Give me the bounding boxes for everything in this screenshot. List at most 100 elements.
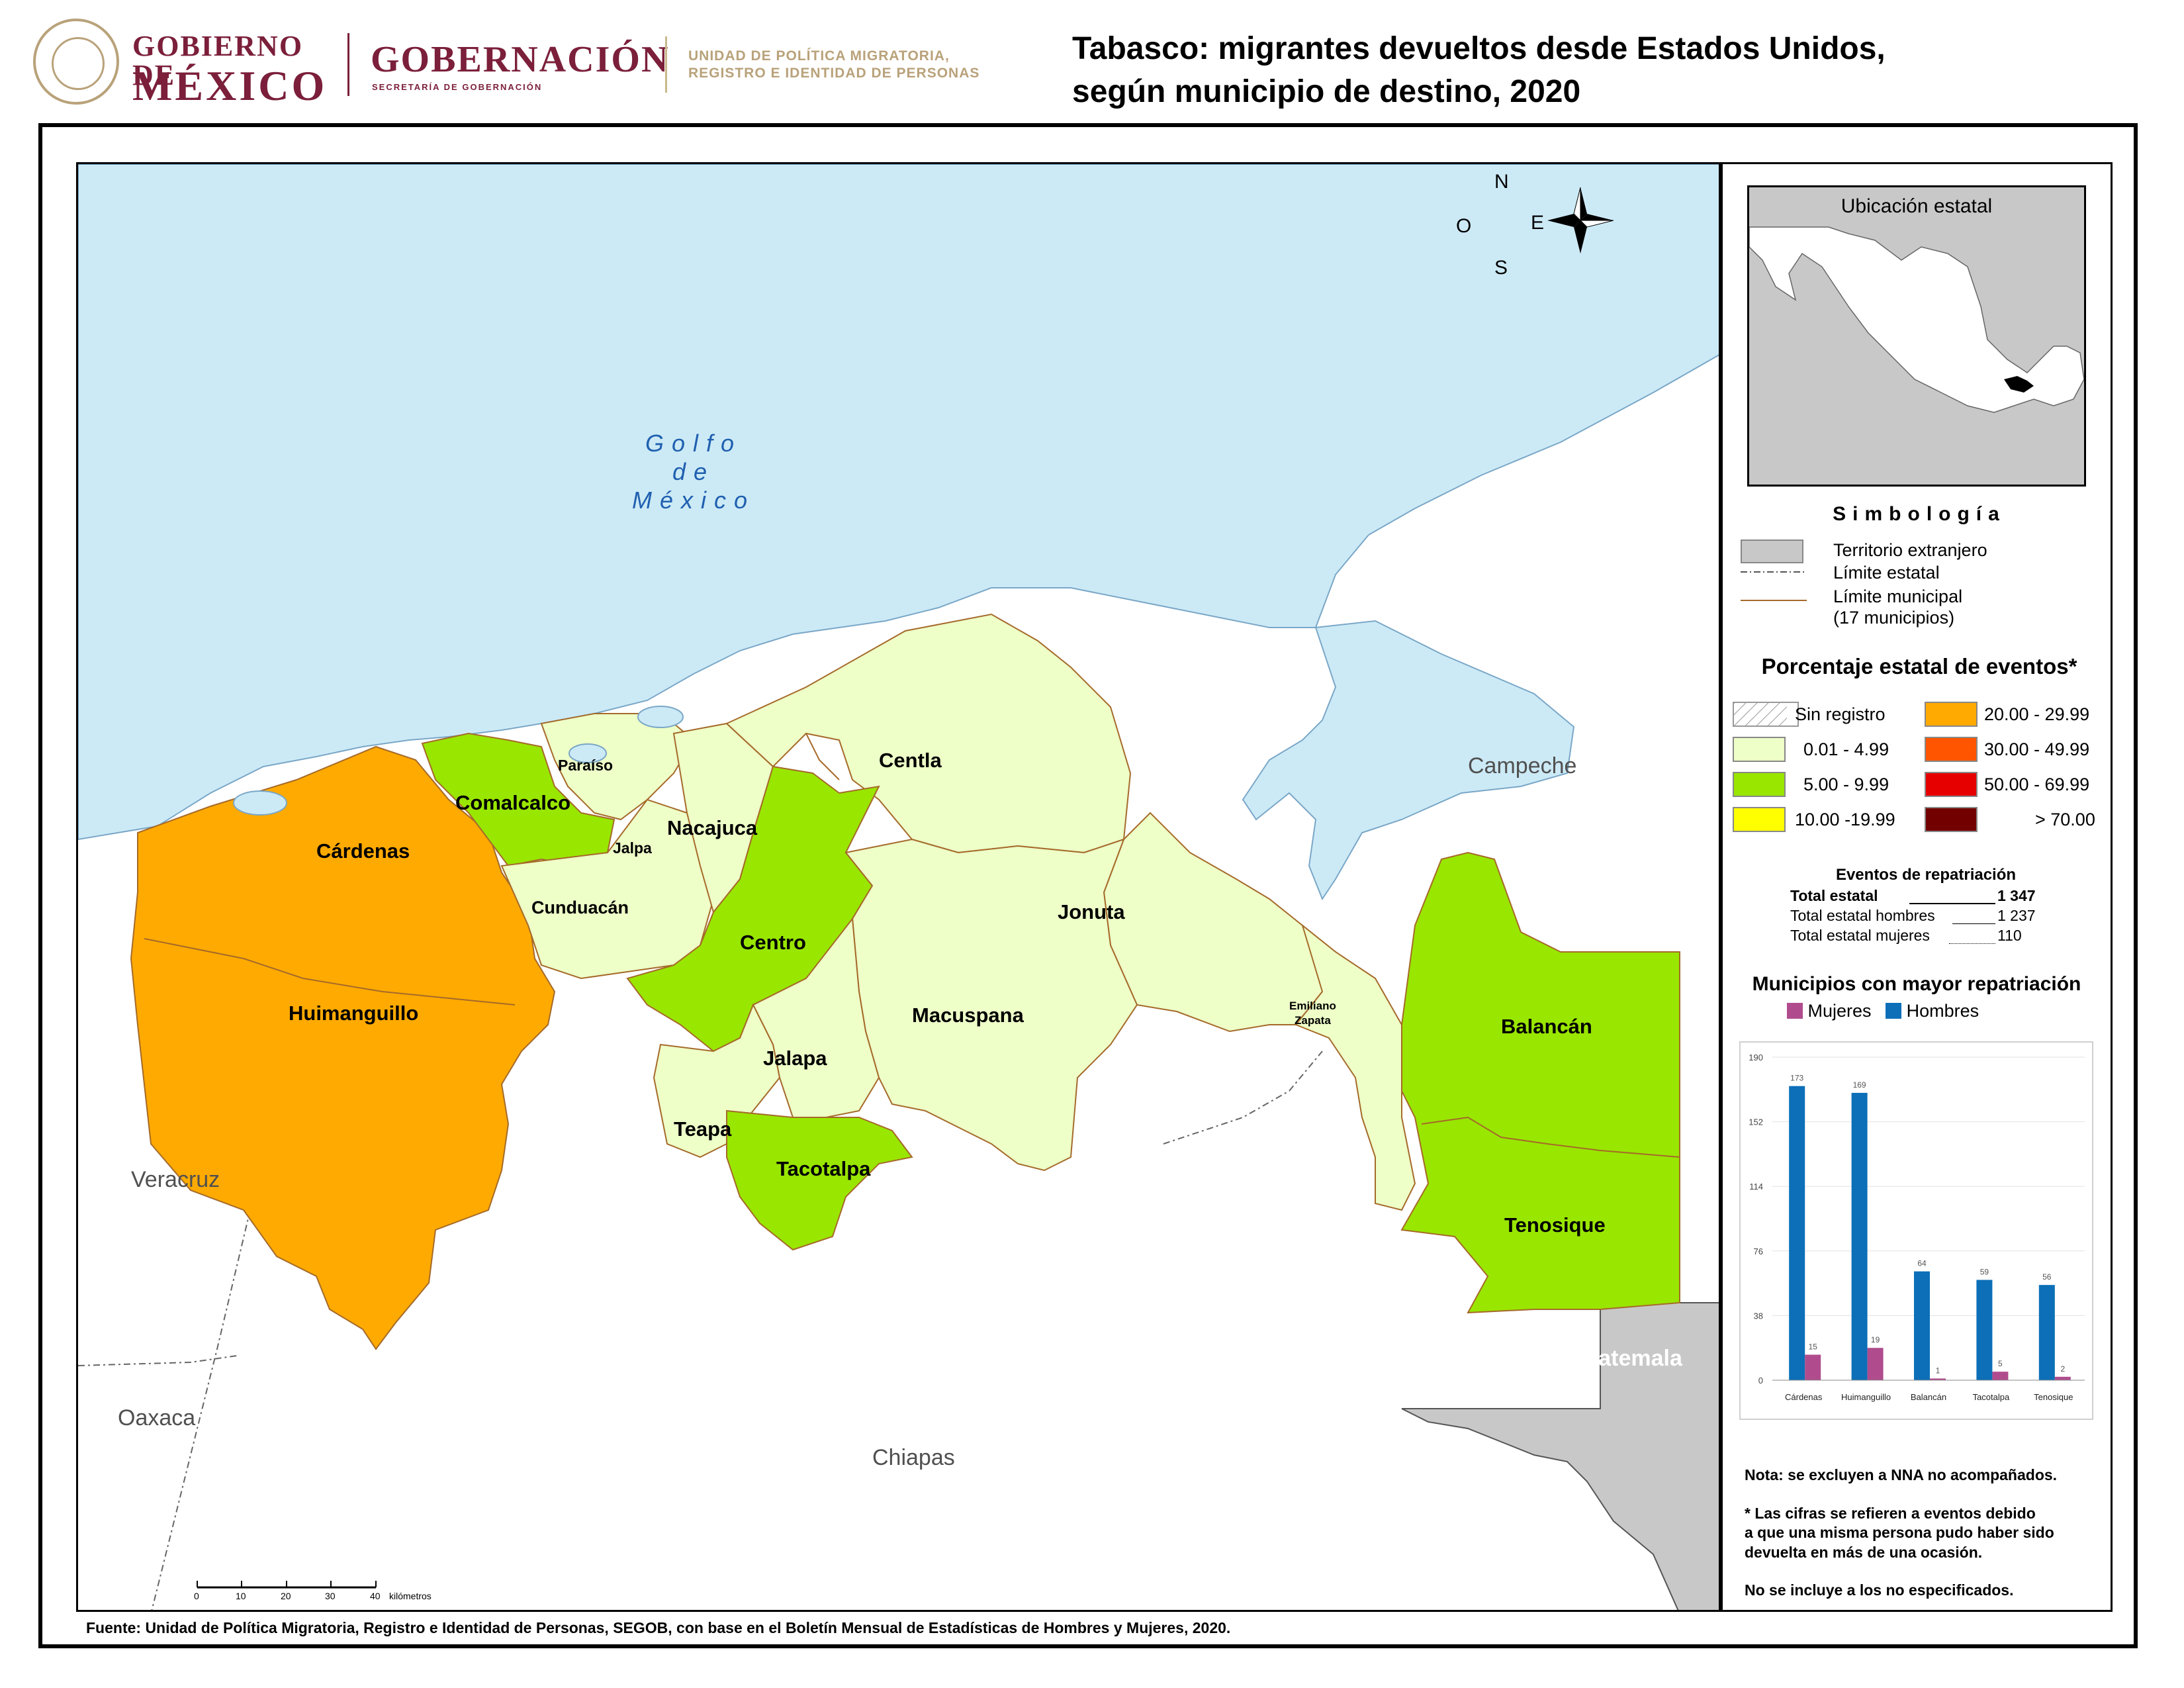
x-tick-label: Tenosique [2034,1392,2073,1402]
label-centla: Centla [879,749,942,772]
label-paraiso: Paraíso [558,757,614,774]
chart-box: 0 38 76 114 152 190 173 15 Cárdenas 169 19 Huimangu… [1739,1041,2093,1420]
bar-mujeres [2054,1376,2071,1380]
coastal-lagoon [637,706,684,728]
chart-title: Municipios con mayor repatriación [1752,973,2081,995]
foreign-swatch [1741,539,1803,563]
class-label: 30.00 - 49.99 [1984,739,2090,759]
class-label: Sin registro [1795,704,1886,724]
municipality-teapa [653,1003,781,1158]
data-label-hombres: 64 [1917,1259,1927,1268]
label-chiapas: Chiapas [872,1445,955,1470]
muni-limit-swatch [1741,600,1807,601]
side-panel [1721,162,2113,1612]
municipality-jalpa-cunduacan [500,798,715,980]
bar-hombres [1789,1086,1805,1380]
class-label: 0.01 - 4.99 [1803,739,1889,759]
muni-line [1421,1116,1680,1158]
inset-title: Ubicación estatal [1841,195,1993,217]
legend-foreign: Territorio extranjero [1833,540,1987,560]
class-swatch-20-30 [1925,702,1978,727]
state-limit-swatch [1741,571,1807,573]
coastal-lagoon [569,743,607,763]
gobernacion-logo: GOBERNACIÓN [371,39,670,80]
municipality-jonuta [1103,812,1337,1033]
bar-hombres [1976,1280,1993,1380]
label-macuspana: Macuspana [912,1004,1024,1027]
class-swatch-sin-registro [1733,702,1799,727]
legend-muni-limit: Límite municipal [1833,586,1963,606]
x-tick-label: Cárdenas [1785,1392,1823,1402]
events-total-row: Total estatal 1 347 [1790,887,2036,905]
y-tick-label: 114 [1749,1182,1763,1192]
label-tenosique: Tenosique [1504,1213,1606,1237]
label-tacotalpa: Tacotalpa [776,1157,871,1180]
class-swatch-5-10 [1733,772,1786,797]
data-label-mujeres: 1 [1936,1366,1940,1375]
bar-hombres [2038,1285,2055,1380]
muni-line [805,733,840,780]
label-jonuta: Jonuta [1058,900,1125,923]
outer-frame [38,123,2138,1648]
location-inset: Ubicación estatal [1747,185,2086,487]
legend-label-mujeres: Mujeres [1807,1001,1872,1021]
scale-unit: kilómetros [389,1591,432,1601]
national-seal-icon [33,19,119,105]
mexico-outline [1749,226,2084,413]
y-tick-label: 38 [1754,1311,1763,1321]
header-divider [665,36,667,93]
mexico-inset-map [1749,187,2084,485]
compass-rose-icon [1547,187,1614,254]
map-svg [78,164,1719,1610]
guatemala-territory [1401,1302,1719,1610]
compass-west: O [1456,215,1472,237]
class-label: 10.00 -19.99 [1795,810,1895,829]
y-tick-label: 76 [1754,1246,1763,1256]
label-campeche: Campeche [1468,753,1577,778]
x-tick-label: Huimanguillo [1841,1392,1891,1402]
chart-legend: Mujeres Hombres [1787,1001,1979,1021]
laguna-de-terminos [1242,620,1575,901]
label-jalapa: Jalapa [763,1047,827,1070]
class-label: 50.00 - 69.99 [1984,774,2090,794]
events-men-row: Total estatal hombres 1 237 [1790,907,2036,924]
label-cardenas: Cárdenas [316,839,410,863]
data-label-mujeres: 2 [2060,1364,2065,1374]
page-title: Tabasco: migrantes devueltos desde Estad… [1072,31,1886,109]
class-swatch-30-50 [1925,737,1978,762]
compass-east: E [1531,212,1545,234]
bar-hombres [1851,1092,1868,1380]
municipality-paraiso [540,713,695,821]
label-jalpa: Jalpa [613,839,652,857]
data-label-hombres: 173 [1790,1074,1803,1083]
municipality-tacotalpa [726,1109,913,1251]
legend-label-hombres: Hombres [1906,1001,1979,1021]
note-no-especificados: No se incluye a los no especificados. [1745,1581,2014,1599]
data-label-mujeres: 5 [1998,1359,2003,1368]
municipality-balancan-tenosique [1400,851,1680,1314]
scale-bar [197,1581,377,1589]
legend-swatch-mujeres [1787,1003,1803,1019]
coastal-lagoon [233,790,287,816]
gobernacion-subtitle: SECRETARÍA DE GOBERNACIÓN [372,82,543,92]
label-zapata: Zapata [1295,1014,1331,1027]
scale-tick: 10 [236,1591,246,1601]
label-emiliano: Emiliano [1289,1000,1336,1012]
gobierno-line1: GOBIERNO DE [132,30,304,91]
label-nacajuca: Nacajuca [667,816,758,839]
state-limit [78,1355,238,1366]
scale-tick: 0 [194,1591,199,1601]
gobierno-de-mexico-logo: GOBIERNO DE MÉXICO [26,13,344,113]
legend-state-limit: Límite estatal [1833,563,1940,583]
muni-line [144,938,516,1006]
header-divider [347,33,349,96]
label-guatemala: Guatemala [1567,1346,1682,1371]
class-swatch-50-70 [1925,772,1978,797]
class-label: 5.00 - 9.99 [1803,774,1889,794]
bar-mujeres [1805,1354,1821,1380]
label-teapa: Teapa [674,1117,732,1141]
scale-tick: 40 [370,1591,381,1601]
data-label-mujeres: 19 [1871,1335,1880,1344]
label-oaxaca: Oaxaca [118,1405,196,1430]
label-veracruz: Veracruz [131,1167,220,1192]
